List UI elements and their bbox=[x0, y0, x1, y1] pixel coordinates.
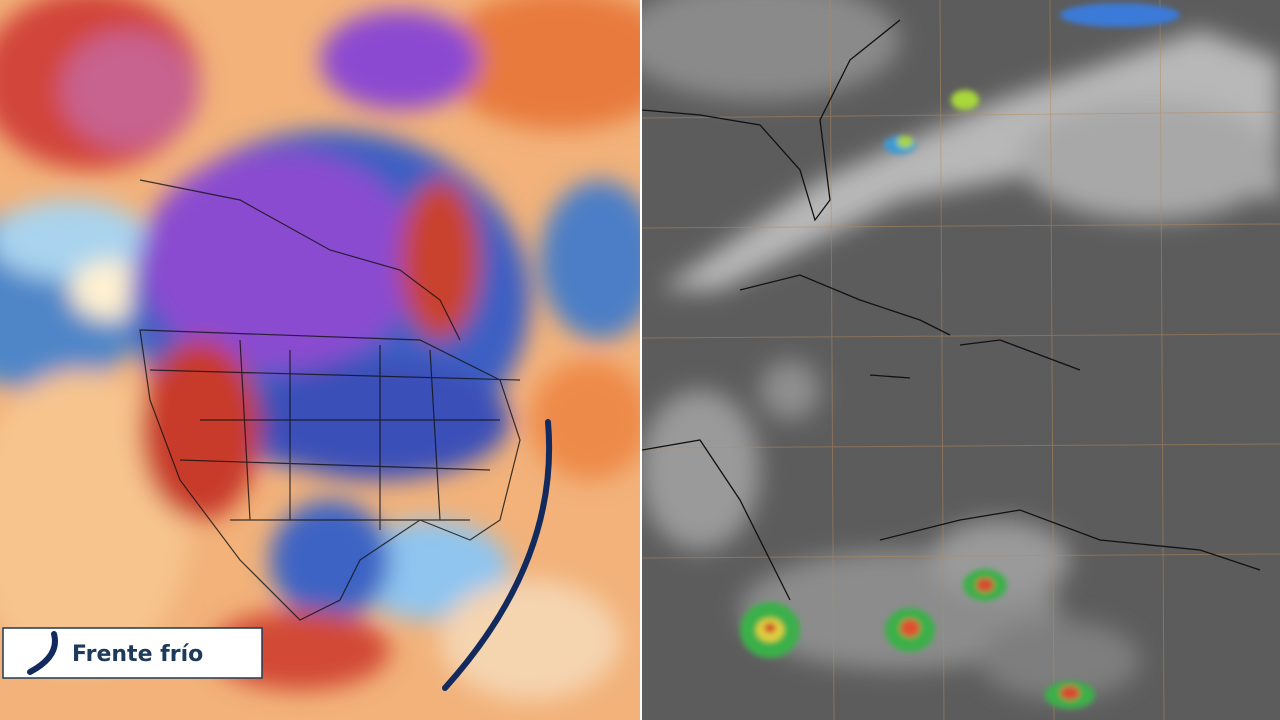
cold-front bbox=[442, 419, 553, 691]
temperature-map bbox=[0, 0, 640, 720]
satellite-image bbox=[642, 0, 1280, 720]
legend-box bbox=[2, 627, 263, 679]
legend-label: Frente frío bbox=[72, 642, 203, 667]
legend: Frente frío bbox=[2, 627, 263, 679]
legend-symbol bbox=[27, 631, 58, 675]
